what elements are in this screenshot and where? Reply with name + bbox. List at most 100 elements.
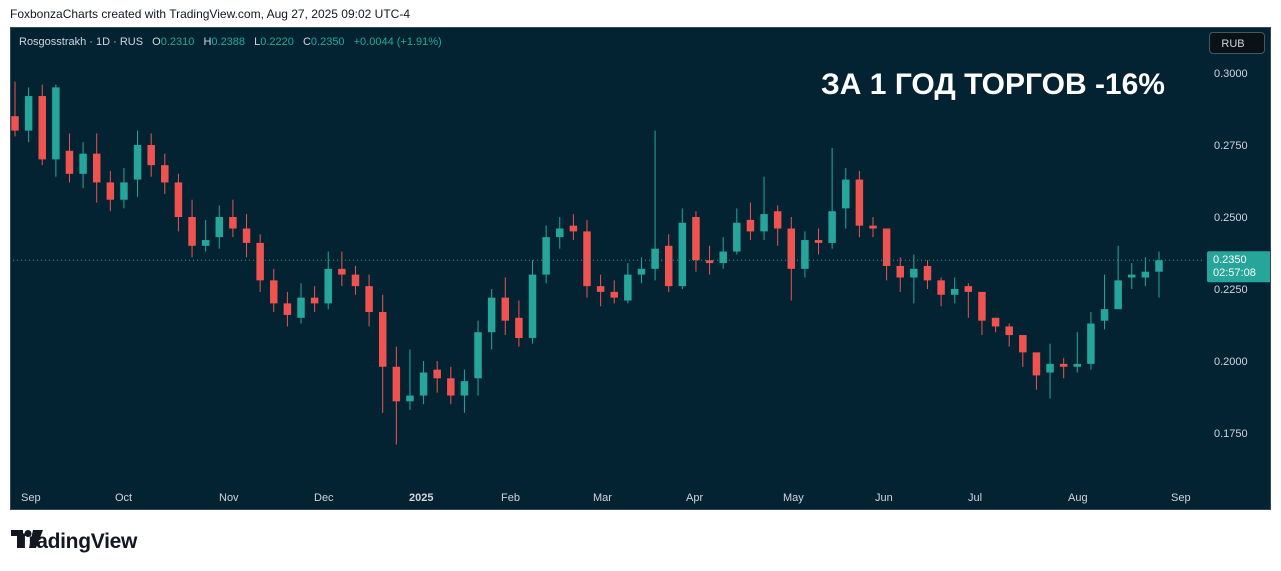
candle-body: [637, 268, 646, 275]
candle-body: [147, 145, 155, 166]
change-value: +0.0044 (+1.91%): [353, 36, 442, 48]
candle-body: [542, 237, 550, 275]
close-label: C: [302, 36, 311, 48]
candle-body: [923, 265, 932, 281]
candle-body: [1046, 363, 1054, 373]
candle-body: [1128, 274, 1136, 278]
candle-body: [869, 225, 877, 229]
currency-button[interactable]: RUB: [1209, 32, 1265, 54]
candle-body: [270, 280, 278, 304]
candle-body: [773, 211, 782, 229]
price-tag-countdown: 02:57:08: [1213, 267, 1256, 279]
candle-body: [283, 303, 292, 315]
candle-body: [38, 96, 46, 160]
candle-body: [378, 312, 387, 367]
candle-body: [52, 87, 60, 160]
candle-body: [460, 381, 469, 396]
y-tick-label: 0.1750: [1214, 428, 1248, 440]
candle-body: [1005, 326, 1013, 336]
candle-body: [814, 240, 823, 243]
candle-body: [242, 228, 251, 243]
candle-body: [569, 225, 578, 232]
candle-body: [201, 240, 210, 246]
candlestick-chart[interactable]: 0.3000 0.2750 0.2500 0.2250 0.2000 0.1750 Sep O…: [11, 28, 1270, 509]
chart-headline: ЗА 1 ГОД ТОРГОВ -16%: [821, 68, 1165, 101]
candle-body: [106, 182, 115, 200]
candle-body: [692, 217, 700, 261]
candle-body: [760, 214, 768, 232]
candle-body: [624, 274, 632, 301]
candle-body: [719, 251, 727, 264]
candle-body: [882, 228, 891, 266]
x-tick-label: Mar: [593, 492, 612, 504]
candle-body: [11, 116, 19, 131]
candle-body: [474, 332, 482, 379]
candle-body: [1155, 260, 1163, 272]
candle-body: [664, 245, 673, 287]
low-value: 0.2220: [260, 36, 294, 48]
x-tick-label: Aug: [1068, 492, 1088, 504]
candle-body: [174, 182, 183, 217]
candle-body: [964, 286, 973, 292]
candle-body: [855, 179, 864, 226]
candle-body: [937, 280, 945, 295]
candle-body: [161, 165, 169, 183]
y-tick-label: 0.3000: [1214, 68, 1248, 80]
x-tick-label: 2025: [409, 492, 433, 504]
candle-body: [583, 231, 591, 287]
candle-body: [528, 274, 537, 338]
candle-body: [256, 242, 264, 281]
open-value: 0.2310: [160, 36, 195, 48]
ohlc-legend: Rosgosstrakh · 1D · RUS O0.2310 H0.2388 …: [19, 36, 442, 48]
candle-body: [896, 265, 904, 278]
candle-body: [950, 289, 959, 295]
candle-body: [705, 260, 714, 264]
tradingview-logo-icon: [11, 530, 43, 548]
high-label: H: [203, 36, 212, 48]
candle-body: [92, 153, 101, 183]
x-tick-label: Nov: [219, 492, 239, 504]
candle-body: [1059, 363, 1068, 367]
x-tick-label: Sep: [21, 492, 41, 504]
candle-body: [787, 228, 796, 269]
x-tick-label: Jul: [968, 492, 982, 504]
chart-panel[interactable]: 0.3000 0.2750 0.2500 0.2250 0.2000 0.1750 Sep O…: [10, 27, 1271, 510]
high-value: 0.2388: [211, 36, 246, 48]
x-tick-label: Oct: [115, 492, 132, 504]
candle-body: [842, 179, 850, 209]
candle-body: [188, 217, 196, 246]
y-tick-label: 0.2500: [1214, 212, 1248, 224]
candle-body: [120, 182, 128, 200]
price-tag: [1207, 251, 1270, 283]
candle-body: [515, 317, 523, 338]
candle-body: [351, 274, 360, 287]
candle-body: [324, 268, 332, 304]
candle-body: [447, 378, 455, 396]
x-tick-label: Jun: [875, 492, 893, 504]
symbol-label[interactable]: Rosgosstrakh · 1D · RUS: [19, 36, 144, 48]
candle-body: [910, 268, 918, 278]
candle-body: [487, 297, 496, 333]
x-tick-label: Feb: [501, 492, 520, 504]
x-tick-label: Apr: [686, 492, 703, 504]
x-tick-label: Dec: [314, 492, 334, 504]
candle-body: [133, 145, 142, 180]
candle-body: [978, 291, 986, 321]
candle-body: [310, 297, 319, 304]
tradingview-logo[interactable]: TradingView: [11, 530, 137, 554]
close-value: 0.2350: [310, 36, 345, 48]
x-tick-label: May: [783, 492, 804, 504]
open-label: O: [152, 36, 161, 48]
candle-body: [746, 219, 755, 232]
y-tick-label: 0.2000: [1214, 356, 1248, 368]
candle-body: [801, 240, 809, 269]
candle-body: [215, 217, 224, 238]
candle-body: [991, 317, 1000, 327]
candle-body: [828, 211, 836, 243]
candle-body: [678, 222, 687, 287]
tradingview-wordmark: TradingView: [17, 530, 138, 553]
candle-body: [651, 248, 659, 269]
y-tick-label: 0.2250: [1214, 284, 1248, 296]
candle-body: [419, 372, 428, 396]
candle-body: [1100, 309, 1109, 321]
